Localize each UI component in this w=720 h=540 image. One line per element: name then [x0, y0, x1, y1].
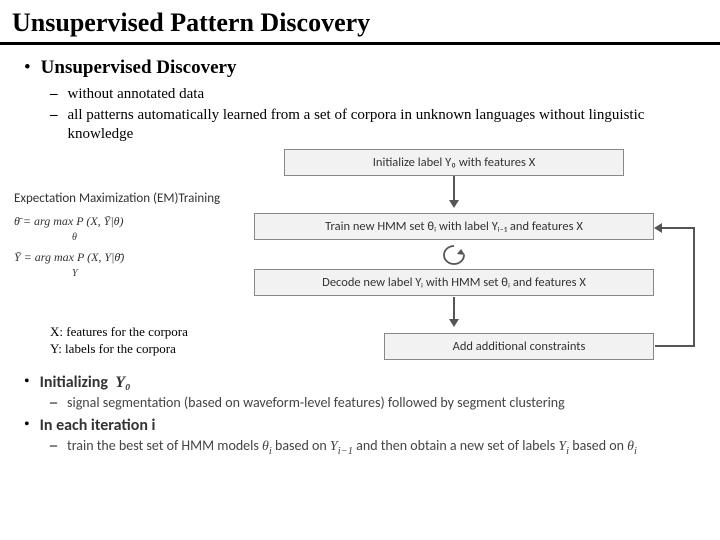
- arrow-head: [449, 200, 459, 208]
- sub-bullet-2: – all patterns automatically learned fro…: [50, 106, 700, 144]
- bullet-dot: •: [24, 416, 30, 434]
- slide-title: Unsupervised Pattern Discovery: [0, 0, 720, 45]
- bullet-dot: •: [24, 57, 31, 79]
- iter-label: In each iteration i: [40, 416, 156, 435]
- arrow-head: [449, 319, 459, 327]
- note-y: Y: labels for the corpora: [50, 341, 188, 358]
- flow-box-decode: Decode new label Yᵢ with HMM set θᵢ and …: [254, 269, 654, 296]
- flow-box-constraints: Add additional constraints: [384, 333, 654, 360]
- note-x: X: features for the corpora: [50, 324, 188, 341]
- iter-sub-text: train the best set of HMM models θi base…: [67, 437, 637, 458]
- sub1-text: without annotated data: [68, 85, 205, 104]
- arrow-line: [453, 176, 455, 200]
- content-area: • Unsupervised Discovery – without annot…: [0, 45, 720, 373]
- main-bullet-text: Unsupervised Discovery: [41, 57, 237, 79]
- lower-section: • Initializing Y₀ – signal segmentation …: [0, 373, 720, 459]
- lower-initializing: • Initializing Y₀: [24, 373, 700, 392]
- dash: –: [50, 437, 57, 455]
- sub-bullet-1: – without annotated data: [50, 85, 700, 104]
- lower-init-sub: – signal segmentation (based on waveform…: [50, 394, 700, 412]
- flow-box-train: Train new HMM set θᵢ with label Yᵢ₋₁ and…: [254, 213, 654, 240]
- em-eq2: Ȳ = arg max P (X, Y|θ̄) Y: [14, 250, 244, 280]
- arrow-head-left: [654, 223, 662, 233]
- arrow-line: [453, 297, 455, 319]
- init-sub-text: signal segmentation (based on waveform-l…: [67, 394, 565, 412]
- init-math: Y₀: [115, 374, 130, 391]
- em-title: Expectation Maximization (EM)Training: [14, 191, 244, 208]
- feedback-line: [693, 227, 695, 347]
- flow-box-initialize: Initialize label Y₀ with features X: [284, 149, 624, 176]
- em-eq1: θ̄ = arg max P (X, Ȳ|θ) θ: [14, 214, 244, 244]
- corpora-notes: X: features for the corpora Y: labels fo…: [50, 324, 188, 358]
- dash: –: [50, 106, 58, 125]
- diagram: Expectation Maximization (EM)Training θ̄…: [24, 149, 700, 369]
- em-block: Expectation Maximization (EM)Training θ̄…: [14, 191, 244, 286]
- lower-iter-sub: – train the best set of HMM models θi ba…: [50, 437, 700, 458]
- cycle-icon: [429, 243, 479, 267]
- sub-list: – without annotated data – all patterns …: [50, 85, 700, 143]
- bullet-dot: •: [24, 373, 30, 391]
- sub2-text: all patterns automatically learned from …: [68, 106, 701, 144]
- feedback-line: [659, 227, 695, 229]
- feedback-line: [655, 345, 695, 347]
- main-bullet: • Unsupervised Discovery: [24, 57, 700, 79]
- dash: –: [50, 394, 57, 412]
- init-label: Initializing: [40, 373, 108, 392]
- lower-iteration: • In each iteration i: [24, 416, 700, 435]
- dash: –: [50, 85, 58, 104]
